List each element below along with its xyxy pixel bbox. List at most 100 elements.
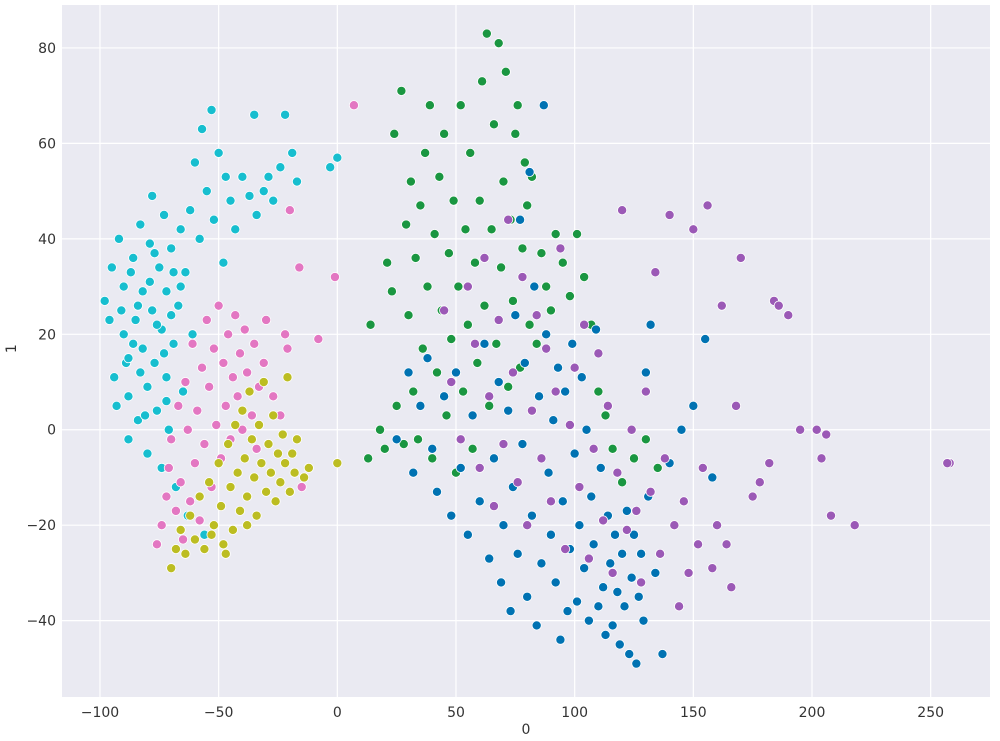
data-point	[493, 377, 504, 388]
data-point	[403, 310, 414, 321]
data-point	[512, 548, 523, 559]
data-point	[130, 314, 141, 325]
data-point	[427, 443, 438, 454]
data-point	[557, 496, 568, 507]
data-point	[282, 372, 293, 383]
data-point	[242, 520, 253, 531]
data-point	[496, 577, 507, 588]
data-point	[249, 338, 260, 349]
data-point	[526, 405, 537, 416]
data-point	[560, 386, 571, 397]
data-point	[237, 424, 248, 435]
data-point	[602, 400, 613, 411]
data-point	[491, 338, 502, 349]
data-point	[496, 262, 507, 273]
data-point	[431, 486, 442, 497]
data-point	[208, 343, 219, 354]
data-point	[545, 305, 556, 316]
data-point	[595, 462, 606, 473]
data-point	[619, 601, 630, 612]
data-point	[189, 458, 200, 469]
data-point	[111, 400, 122, 411]
data-point	[232, 467, 243, 478]
data-point	[519, 157, 530, 168]
data-point	[731, 400, 742, 411]
data-point	[294, 262, 305, 273]
data-point	[268, 195, 279, 206]
data-point	[277, 429, 288, 440]
data-point	[529, 281, 540, 292]
data-point	[472, 357, 483, 368]
data-point	[422, 281, 433, 292]
data-point	[586, 491, 597, 502]
data-point	[773, 300, 784, 311]
data-point	[795, 424, 806, 435]
data-point	[849, 520, 860, 531]
data-point	[227, 372, 238, 383]
data-point	[481, 28, 492, 39]
data-point	[237, 405, 248, 416]
data-point	[503, 214, 514, 225]
data-point	[182, 424, 193, 435]
data-point	[291, 176, 302, 187]
data-point	[610, 529, 621, 540]
data-point	[161, 396, 172, 407]
data-point	[716, 300, 727, 311]
data-point	[173, 400, 184, 411]
data-point	[382, 257, 393, 268]
data-point	[536, 558, 547, 569]
data-point	[144, 276, 155, 287]
data-point	[199, 544, 210, 555]
data-point	[683, 567, 694, 578]
data-point	[598, 582, 609, 593]
data-point	[170, 544, 181, 555]
data-point	[192, 405, 203, 416]
data-point	[284, 205, 295, 216]
data-point	[446, 510, 457, 521]
data-point	[657, 649, 668, 660]
data-point	[493, 38, 504, 49]
data-point	[253, 419, 264, 430]
data-point	[503, 405, 514, 416]
data-point	[168, 338, 179, 349]
data-point	[522, 200, 533, 211]
data-point	[291, 434, 302, 445]
data-point	[588, 539, 599, 550]
data-point	[593, 601, 604, 612]
data-point	[185, 205, 196, 216]
data-point	[251, 209, 262, 220]
data-point	[614, 639, 625, 650]
data-point	[591, 324, 602, 335]
data-point	[707, 472, 718, 483]
data-point	[386, 286, 397, 297]
data-point	[534, 391, 545, 402]
data-point	[256, 458, 267, 469]
data-point	[218, 539, 229, 550]
data-point	[237, 171, 248, 182]
data-point	[391, 434, 402, 445]
data-point	[600, 629, 611, 640]
data-point	[230, 224, 241, 235]
data-point	[467, 443, 478, 454]
data-point	[628, 453, 639, 464]
data-point	[579, 319, 590, 330]
data-point	[299, 472, 310, 483]
data-point	[159, 209, 170, 220]
data-point	[505, 606, 516, 617]
data-point	[230, 310, 241, 321]
data-point	[149, 357, 160, 368]
data-point	[218, 257, 229, 268]
data-point	[424, 100, 435, 111]
data-point	[517, 243, 528, 254]
y-tick-labels: −40 −20 0 20 40 60 80	[26, 41, 56, 630]
data-point	[218, 357, 229, 368]
data-point	[118, 329, 129, 340]
data-point	[206, 104, 217, 115]
data-point	[170, 505, 181, 516]
data-point	[674, 601, 685, 612]
data-point	[289, 467, 300, 478]
data-point	[258, 186, 269, 197]
data-point	[128, 252, 139, 263]
data-point	[313, 334, 324, 345]
data-point	[220, 400, 231, 411]
